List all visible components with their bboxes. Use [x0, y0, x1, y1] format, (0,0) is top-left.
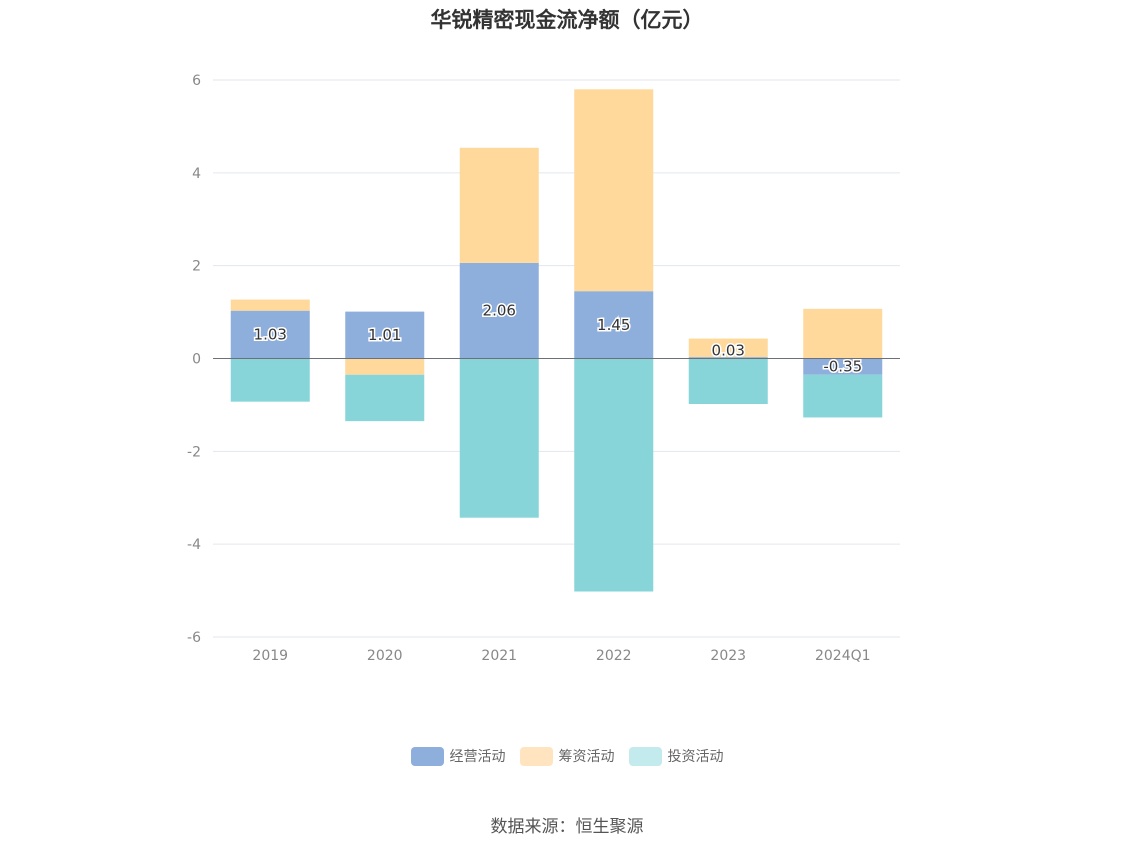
- data-label: 1.45: [597, 316, 630, 334]
- y-tick-label: 0: [192, 352, 201, 368]
- data-label: 1.01: [368, 326, 401, 344]
- y-tick-label: -2: [187, 444, 201, 460]
- bar-segment: [459, 262, 539, 359]
- legend-swatch-investing: [628, 746, 662, 766]
- y-tick-label: 6: [192, 73, 201, 89]
- x-tick-label: 2024Q1: [815, 648, 871, 664]
- bar-segment: [459, 147, 539, 263]
- x-tick-label: 2021: [481, 648, 517, 664]
- bar-segment: [688, 357, 768, 359]
- bar-segment: [803, 358, 883, 375]
- bar-segment: [345, 374, 425, 422]
- data-label: -0.35: [823, 358, 862, 376]
- y-tick-label: 4: [192, 166, 201, 182]
- legend-label-financing: 筹资活动: [558, 749, 615, 765]
- x-tick-label: 2019: [252, 648, 288, 664]
- x-tick-label: 2023: [710, 648, 746, 664]
- data-source: 数据来源：恒生聚源: [490, 817, 644, 837]
- legend-swatch-financing: [519, 746, 553, 766]
- x-tick-label: 2020: [367, 648, 403, 664]
- bar-segment: [688, 358, 768, 404]
- bar-segment: [688, 338, 768, 358]
- legend-label-investing: 投资活动: [667, 749, 724, 765]
- bar-segment: [459, 358, 539, 518]
- data-label: 1.03: [254, 326, 287, 344]
- legend-swatch-operating: [410, 746, 444, 766]
- bar-segment: [574, 291, 654, 359]
- y-tick-label: -6: [187, 630, 201, 646]
- bar-segment: [574, 89, 654, 292]
- bar-segment: [803, 308, 883, 359]
- data-label: 2.06: [483, 302, 516, 320]
- x-tick-label: 2022: [596, 648, 632, 664]
- legend-item-operating[interactable]: 经营活动: [410, 746, 506, 766]
- bar-segment: [230, 299, 310, 311]
- bar-segment: [574, 358, 654, 592]
- y-tick-label: 2: [192, 259, 201, 275]
- bar-segment: [230, 310, 310, 359]
- legend-label-operating: 经营活动: [449, 749, 506, 765]
- legend-item-investing[interactable]: 投资活动: [628, 746, 724, 766]
- data-label: 0.03: [712, 342, 745, 360]
- bar-segment: [345, 358, 425, 375]
- y-tick-label: -4: [187, 537, 201, 553]
- bar-segment: [230, 358, 310, 402]
- legend-item-financing[interactable]: 筹资活动: [519, 746, 615, 766]
- legend: 经营活动 筹资活动 投资活动: [0, 746, 1134, 766]
- stacked-bar-chart: 6 4 2 0 -2 -4 -6 1.03 2019 1.01 2020 2.06 2021 1.45 20…: [187, 73, 900, 664]
- chart-title: 华锐精密现金流净额（亿元）: [430, 8, 704, 32]
- bar-segment: [345, 311, 425, 359]
- bar-segment: [803, 374, 883, 418]
